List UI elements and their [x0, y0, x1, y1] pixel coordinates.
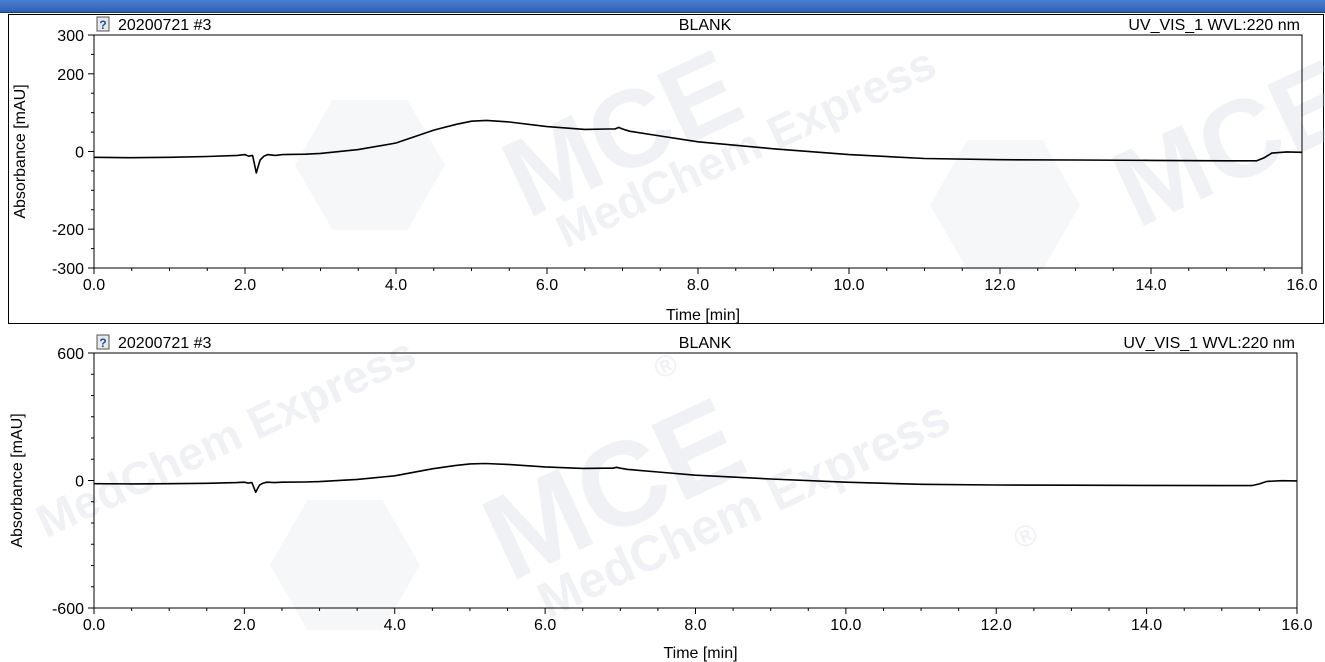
question-mark-icon-glyph: ? — [99, 18, 106, 32]
header-sample-id: 20200721 #3 — [118, 17, 212, 34]
series-line — [93, 462, 1298, 494]
question-mark-icon-glyph: ? — [99, 336, 106, 350]
x-tick-label: 10.0 — [830, 617, 861, 634]
x-tick-label: 6.0 — [536, 277, 558, 294]
x-tick-label: 8.0 — [687, 277, 709, 294]
y-tick-label: 600 — [57, 346, 84, 363]
header-sample-name: BLANK — [679, 17, 732, 34]
chromatogram-panel-top — [8, 14, 1324, 324]
x-axis-label: Time [min] — [666, 307, 740, 324]
x-tick-label: 16.0 — [1286, 277, 1317, 294]
header-sample-id: 20200721 #3 — [118, 335, 212, 352]
question-mark-icon: ? — [96, 334, 110, 350]
y-tick-label: -600 — [52, 601, 84, 618]
question-mark-icon-box — [96, 334, 110, 350]
x-tick-label: 6.0 — [534, 617, 556, 634]
plot-frame — [93, 34, 1303, 269]
x-tick-label: 14.0 — [1131, 617, 1162, 634]
y-tick-label: 200 — [57, 67, 84, 84]
chart-top: ? 20200721 #3 BLANK UV_VIS_1 WVL:220 nm 0.0 2… — [12, 16, 1318, 324]
plot-frame — [93, 352, 1298, 609]
y-tick-label: -200 — [52, 222, 84, 239]
y-tick-label: -300 — [52, 261, 84, 278]
header-channel: UV_VIS_1 WVL:220 nm — [1123, 335, 1295, 352]
x-tick-label: 0.0 — [83, 277, 105, 294]
chromatogram-panel-bottom — [0, 324, 1325, 662]
question-mark-icon-box — [96, 16, 110, 32]
x-tick-label: 14.0 — [1135, 277, 1166, 294]
question-mark-icon: ? — [96, 16, 110, 32]
y-tick-label: 300 — [57, 28, 84, 45]
x-tick-label: 2.0 — [234, 277, 256, 294]
x-tick-label: 12.0 — [981, 617, 1012, 634]
series-line — [93, 119, 1303, 174]
x-tick-label: 10.0 — [833, 277, 864, 294]
x-tick-label: 12.0 — [984, 277, 1015, 294]
y-tick-label: 0 — [75, 474, 84, 491]
y-tick-label: 0 — [75, 145, 84, 162]
header-sample-name: BLANK — [679, 335, 732, 352]
x-tick-label: 8.0 — [684, 617, 706, 634]
x-tick-label: 4.0 — [385, 277, 407, 294]
header-channel: UV_VIS_1 WVL:220 nm — [1128, 17, 1300, 34]
x-tick-label: 0.0 — [83, 617, 105, 634]
x-tick-label: 16.0 — [1281, 617, 1312, 634]
window-title-bar — [0, 0, 1325, 13]
y-axis-label: Absorbance [mAU] — [9, 413, 26, 547]
x-tick-label: 2.0 — [233, 617, 255, 634]
x-axis-label: Time [min] — [663, 645, 737, 662]
y-axis-label: Absorbance [mAU] — [12, 84, 29, 218]
x-tick-label: 4.0 — [384, 617, 406, 634]
chart-bottom: ? 20200721 #3 BLANK UV_VIS_1 WVL:220 nm 0.0 2… — [9, 334, 1313, 662]
